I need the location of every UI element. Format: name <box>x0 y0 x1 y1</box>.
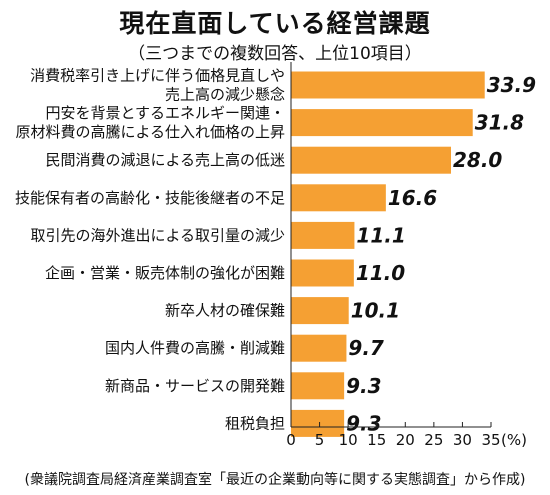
x-tick-label: 15 <box>367 431 386 449</box>
bar <box>291 184 386 212</box>
bar <box>291 71 485 99</box>
category-label: 売上高の減少懸念 <box>165 86 285 104</box>
bar <box>291 334 347 362</box>
bar-row: 国内人件費の高騰・削減難 9.7 <box>105 334 385 362</box>
bar <box>291 109 473 137</box>
data-label: 10.1 <box>351 299 400 323</box>
data-label: 31.8 <box>475 111 524 135</box>
bar-row: 新商品・サービスの開発難 9.3 <box>105 372 383 400</box>
category-label: 国内人件費の高騰・削減難 <box>105 339 285 357</box>
x-tick-label: 20 <box>396 431 415 449</box>
category-label: 取引先の海外進出による取引量の減少 <box>30 226 285 244</box>
chart-subtitle: （三つまでの複数回答、上位10項目） <box>128 44 422 64</box>
bar <box>291 221 355 249</box>
data-label: 33.9 <box>487 73 536 97</box>
category-label: 技能保有者の高齢化・技能後継者の不足 <box>15 189 285 207</box>
bar-row: 取引先の海外進出による取引量の減少 11.1 <box>30 221 407 249</box>
x-unit-label: (%) <box>501 431 527 449</box>
category-label: 円安を背景とするエネルギー関連・ <box>45 104 285 122</box>
data-label: 28.0 <box>453 148 502 172</box>
chart-title: 現在直面している経営課題 <box>119 9 431 38</box>
bar-row: 新卒人材の確保難 10.1 <box>165 297 402 325</box>
category-label: 民間消費の減退による売上高の低迷 <box>45 151 285 169</box>
bar <box>291 372 345 400</box>
bar-row: 企画・営業・販売体制の強化が困難 11.0 <box>45 259 407 287</box>
category-label: 新商品・サービスの開発難 <box>105 377 285 395</box>
data-label: 9.7 <box>348 336 384 360</box>
bar <box>291 259 354 287</box>
x-tick-label: 35 <box>481 431 500 449</box>
source-note: (衆議院調査局経済産業調査室「最近の企業動向等に関する実態調査」から作成) <box>24 472 526 488</box>
bar <box>291 297 349 325</box>
x-tick-label: 0 <box>286 431 296 449</box>
bar-row: 円安を背景とするエネルギー関連・原材料費の高騰による仕入れ価格の上昇 31.8 <box>15 104 525 141</box>
x-tick-label: 5 <box>315 431 325 449</box>
category-label: 企画・営業・販売体制の強化が困難 <box>45 264 285 282</box>
category-label: 消費税率引き上げに伴う価格見直しや <box>30 67 285 85</box>
bar-row: 民間消費の減退による売上高の低迷 28.0 <box>45 146 504 174</box>
data-label: 11.1 <box>356 223 405 247</box>
bar <box>291 409 345 437</box>
category-label: 新卒人材の確保難 <box>165 302 285 320</box>
category-label: 租税負担 <box>225 414 285 432</box>
bar <box>291 146 451 174</box>
data-label: 9.3 <box>346 374 381 398</box>
data-label: 11.0 <box>356 261 405 285</box>
x-tick-label: 10 <box>339 431 358 449</box>
bar-row: 租税負担 9.3 <box>225 409 383 437</box>
category-label: 原材料費の高騰による仕入れ価格の上昇 <box>15 123 285 141</box>
bar-row: 技能保有者の高齢化・技能後継者の不足 16.6 <box>15 184 439 212</box>
x-tick-label: 30 <box>453 431 472 449</box>
x-tick-label: 25 <box>424 431 443 449</box>
data-label: 16.6 <box>388 186 437 210</box>
